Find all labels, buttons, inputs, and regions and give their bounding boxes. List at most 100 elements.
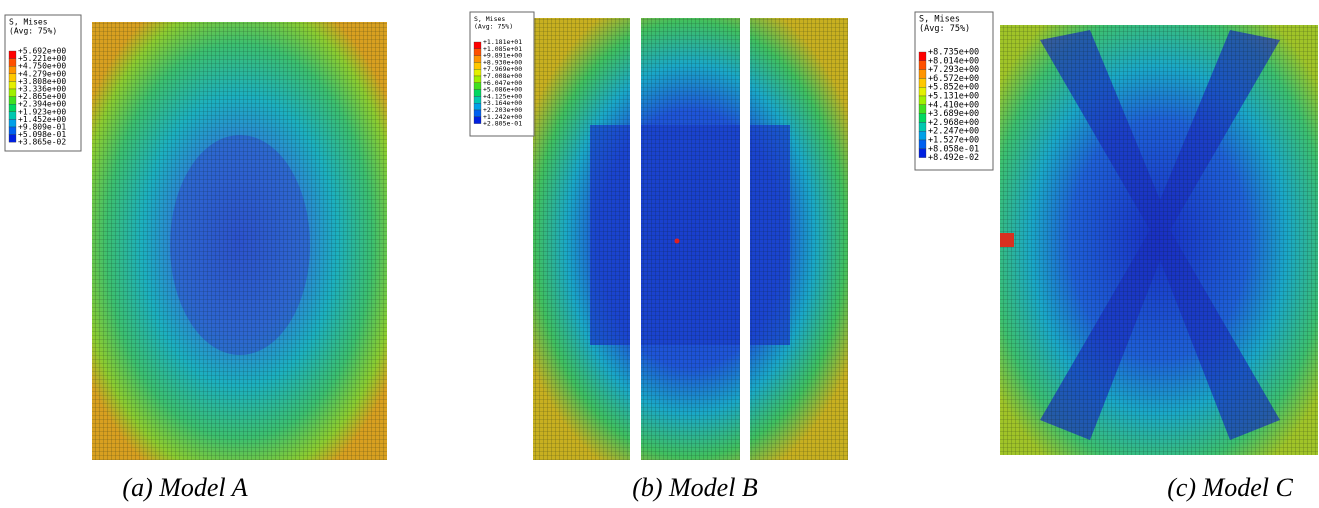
legends: S, Mises(Avg: 75%)+5.692e+00+5.221e+00+4… [4,11,994,171]
legend-value: +9.891e+00 [483,52,522,60]
legend-swatch [8,134,17,143]
legend-value: +4.750e+00 [18,62,66,71]
legend-swatch [918,139,927,149]
legend-swatch [918,104,927,114]
legend-swatch [8,50,17,59]
legend-swatch [473,82,482,90]
legend-value: +2.203e+00 [483,106,522,114]
legend-value: +2.247e+00 [928,127,979,137]
gap [630,14,641,464]
legend-swatch [473,75,482,83]
legend-value: +4.125e+00 [483,92,522,100]
legend-value: +8.058e-01 [928,144,979,154]
mesh [1000,25,1318,455]
legend-value: +7.293e+00 [928,65,979,75]
legend-value: +1.923e+00 [18,107,66,116]
legend-value: +7.969e+00 [483,65,522,73]
legend-value: +5.098e-01 [18,130,66,139]
captions: (a) Model A (b) Model B (c) Model C [122,473,1293,502]
legend-value: +5.221e+00 [18,54,66,63]
legend-swatch [473,109,482,117]
legend-box [4,14,82,152]
legend-value: +5.086e+00 [483,86,522,94]
legend-swatch [473,103,482,111]
legend-swatch [918,113,927,123]
legend-swatch [918,148,927,158]
legend-value: +1.452e+00 [18,115,66,124]
legend-value: +7.008e+00 [483,72,522,80]
legend-title: S, Mises [919,15,960,25]
legend-value: +1.085e+01 [483,45,522,53]
legend-value: +5.692e+00 [18,47,66,56]
legend-value: +8.735e+00 [928,48,979,58]
legend-average: (Avg: 75%) [919,24,970,34]
caption: (c) Model C [1167,473,1293,502]
legend-value: +8.014e+00 [928,56,979,66]
legend: S, Mises(Avg: 75%) +8.735e+00+8.014e+00+7… [914,11,994,171]
legend-value: +2.865e+00 [18,92,66,101]
legend-swatch [473,89,482,97]
legend-swatch [8,58,17,67]
legend-swatch [473,55,482,63]
legend-swatch [918,87,927,97]
legend-value: +2.968e+00 [928,118,979,128]
legend-average: (Avg: 75%) [474,23,513,31]
legend-value: +5.852e+00 [928,83,979,93]
legend-value: +5.131e+00 [928,92,979,102]
legend-value: +8.492e-02 [928,153,979,163]
contour-plots [92,14,1318,464]
legend-swatch [8,81,17,90]
legend-swatch [473,96,482,104]
legend-swatch [918,69,927,79]
legend-swatch [8,73,17,82]
legend-value: +3.336e+00 [18,85,66,94]
legend-title: S, Mises [9,18,48,27]
legend-swatch [918,131,927,141]
legend-swatch [8,119,17,128]
legend-value: +6.572e+00 [928,74,979,84]
legend-value: +3.689e+00 [928,109,979,119]
hot-spot [674,238,680,244]
caption: (b) Model B [632,473,758,502]
legend-swatch [8,66,17,74]
legend-value: +9.809e-01 [18,123,66,132]
legend-swatch [918,95,927,105]
legend-box [914,11,994,171]
legend-value: +2.805e-01 [483,120,522,128]
mesh [92,22,387,460]
legend: S, Mises(Avg: 75%)+5.692e+00+5.221e+00+4… [4,14,82,152]
mesh [533,18,848,460]
caption: (a) Model A [122,473,247,502]
legend-swatch [473,48,482,56]
legend-value: +3.865e-02 [18,138,66,147]
legend-swatch [918,78,927,88]
legend-swatch [8,126,17,135]
legend-swatch [8,111,17,120]
legend-swatch [473,69,482,77]
hot-spot [1000,233,1014,247]
legend-swatch [8,88,17,97]
legend-swatch [8,104,17,112]
legend-swatch [918,60,927,70]
legend-value: +1.181e+01 [483,38,522,46]
legend-value: +6.047e+00 [483,79,522,87]
legend-value: +1.242e+00 [483,113,522,121]
legend-value: +4.410e+00 [928,100,979,110]
legend-swatch [473,41,482,49]
legend-value: +3.808e+00 [18,77,66,86]
legend-swatch [473,62,482,70]
gap [740,14,750,464]
legend-value: +1.527e+00 [928,136,979,146]
legend: S, Mises(Avg: 75%) +1.181e+01+1.085e+01+9… [469,11,535,137]
legend-swatch [918,122,927,132]
legend-title: S, Mises [474,15,505,23]
legend-swatch [8,96,17,105]
legend-swatch [473,116,482,124]
legend-value: +8.930e+00 [483,58,522,66]
legend-value: +2.394e+00 [18,100,66,109]
legend-average: (Avg: 75%) [9,27,57,36]
legend-value: +4.279e+00 [18,69,66,78]
legend-value: +3.164e+00 [483,99,522,107]
